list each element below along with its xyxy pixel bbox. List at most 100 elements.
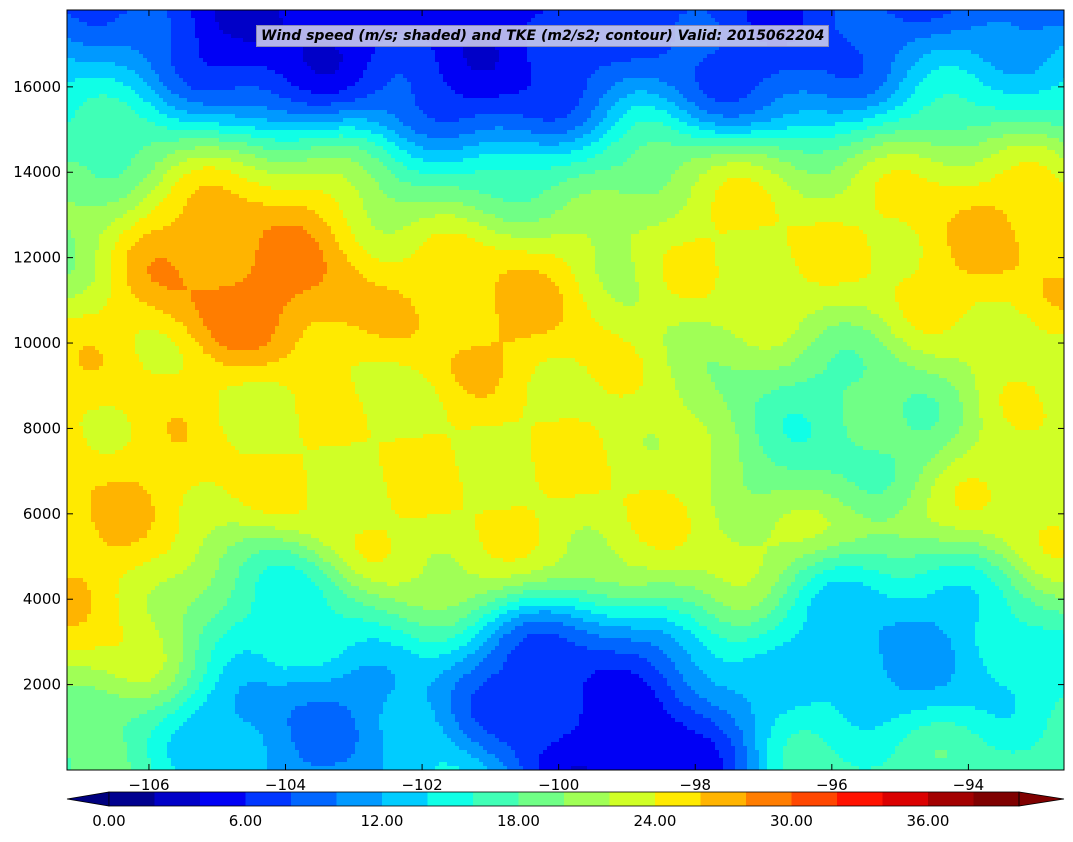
field-cell <box>255 86 260 91</box>
field-cell <box>127 22 132 27</box>
field-cell <box>611 62 616 67</box>
field-cell <box>979 42 984 47</box>
field-cell <box>123 78 128 83</box>
field-cell <box>955 46 960 51</box>
field-cell <box>223 14 228 19</box>
field-cell <box>983 58 988 63</box>
field-cell <box>143 26 148 31</box>
field-cell <box>727 86 732 91</box>
field-cell <box>351 10 356 15</box>
field-cell <box>779 50 784 55</box>
field-cell <box>939 54 944 59</box>
field-cell <box>991 82 996 87</box>
field-cell <box>915 46 920 51</box>
field-cell <box>1035 86 1040 91</box>
field-cell <box>731 54 736 59</box>
field-cell <box>895 46 900 51</box>
field-cell <box>351 50 356 55</box>
field-cell <box>107 22 112 27</box>
field-cell <box>335 18 340 23</box>
field-cell <box>595 54 600 59</box>
field-cell <box>491 54 496 59</box>
field-cell <box>227 66 232 71</box>
field-cell <box>847 26 852 31</box>
field-cell <box>131 30 136 35</box>
field-cell <box>887 22 892 27</box>
field-cell <box>679 54 684 59</box>
field-cell <box>259 50 264 55</box>
field-cell <box>787 78 792 83</box>
field-cell <box>443 18 448 23</box>
field-cell <box>459 86 464 91</box>
field-cell <box>863 70 868 75</box>
field-cell <box>723 70 728 75</box>
field-cell <box>675 14 680 19</box>
field-cell <box>655 82 660 87</box>
field-cell <box>211 26 216 31</box>
field-cell <box>675 66 680 71</box>
field-cell <box>971 70 976 75</box>
field-cell <box>375 18 380 23</box>
field-cell <box>187 46 192 51</box>
field-cell <box>151 82 156 87</box>
field-cell <box>203 46 208 51</box>
field-cell <box>187 66 192 71</box>
field-cell <box>1043 38 1048 43</box>
field-cell <box>943 34 948 39</box>
field-cell <box>75 82 80 87</box>
field-cell <box>595 74 600 79</box>
field-cell <box>891 26 896 31</box>
field-cell <box>1023 38 1028 43</box>
field-cell <box>95 50 100 55</box>
field-cell <box>679 78 684 83</box>
field-cell <box>511 58 516 63</box>
field-cell <box>239 14 244 19</box>
field-cell <box>263 78 268 83</box>
field-cell <box>851 54 856 59</box>
field-cell <box>395 70 400 75</box>
field-cell <box>735 78 740 83</box>
field-cell <box>775 78 780 83</box>
field-cell <box>819 62 824 67</box>
field-cell <box>503 62 508 67</box>
field-cell <box>523 50 528 55</box>
field-cell <box>851 22 856 27</box>
field-cell <box>227 82 232 87</box>
field-cell <box>923 26 928 31</box>
field-cell <box>275 74 280 79</box>
field-cell <box>203 74 208 79</box>
field-cell <box>831 42 836 47</box>
field-cell <box>967 74 972 79</box>
field-cell <box>79 74 84 79</box>
field-cell <box>675 82 680 87</box>
field-cell <box>635 18 640 23</box>
field-cell <box>71 82 76 87</box>
field-cell <box>371 86 376 91</box>
field-cell <box>343 78 348 83</box>
field-cell <box>207 70 212 75</box>
field-cell <box>979 86 984 91</box>
field-cell <box>203 50 208 55</box>
field-cell <box>739 66 744 71</box>
field-cell <box>771 58 776 63</box>
field-cell <box>715 18 720 23</box>
field-cell <box>339 66 344 71</box>
field-cell <box>167 42 172 47</box>
field-cell <box>803 86 808 91</box>
field-cell <box>119 78 124 83</box>
field-cell <box>587 14 592 19</box>
field-cell <box>1023 10 1028 15</box>
field-cell <box>791 62 796 67</box>
field-cell <box>71 22 76 27</box>
field-cell <box>335 62 340 67</box>
field-cell <box>923 42 928 47</box>
field-cell <box>919 86 924 91</box>
field-cell <box>859 54 864 59</box>
field-cell <box>687 10 692 15</box>
field-cell <box>1015 34 1020 39</box>
field-cell <box>123 42 128 47</box>
field-cell <box>367 78 372 83</box>
field-cell <box>1003 18 1008 23</box>
field-cell <box>1003 58 1008 63</box>
field-cell <box>423 82 428 87</box>
